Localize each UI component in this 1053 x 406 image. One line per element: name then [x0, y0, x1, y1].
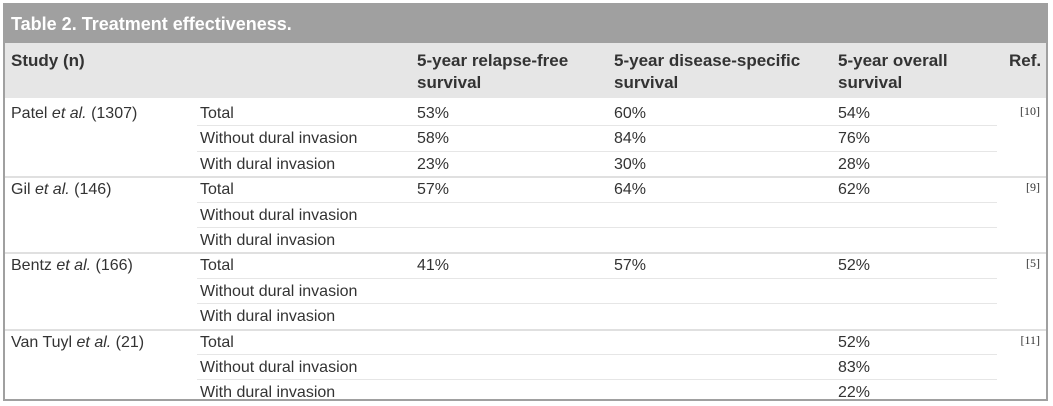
cell-group: Without dural invasion	[200, 282, 358, 300]
study-n: (21)	[115, 333, 145, 351]
study-author: Gil	[11, 181, 31, 199]
header-ref: Ref.	[1009, 51, 1042, 70]
cell-os: 52%	[838, 333, 871, 351]
study-n: (1307)	[91, 105, 138, 122]
cell-os: 54%	[838, 105, 871, 122]
cell-group: With dural invasion	[200, 155, 336, 173]
study-author: Van Tuyl	[11, 333, 73, 351]
study-name: Patel et al. (1307)	[11, 104, 137, 124]
table-title: Table 2. Treatment effectiveness.	[5, 5, 1046, 43]
header-rfs-line1: 5-year relapse-free	[417, 51, 569, 70]
cell-rfs: 53%	[417, 105, 450, 122]
header-dss-line2: survival	[614, 73, 679, 92]
cell-os: 76%	[838, 130, 871, 148]
study-ref: [10]	[1020, 104, 1040, 118]
cell-dss: 60%	[614, 105, 647, 122]
header-os-line1: 5-year overall	[838, 51, 948, 70]
cell-group: Total	[200, 181, 234, 199]
cell-rfs: 58%	[417, 130, 450, 148]
row-divider	[197, 277, 997, 279]
study-divider	[5, 176, 1046, 179]
study-etal: et al.	[35, 181, 70, 199]
study-author: Patel	[11, 105, 48, 122]
cell-group: Without dural invasion	[200, 206, 358, 224]
study-name: Van Tuyl et al. (21)	[11, 333, 144, 353]
study-author: Bentz	[11, 257, 52, 275]
study-divider	[5, 328, 1046, 331]
study-ref: [11]	[1020, 332, 1040, 347]
study-n: (166)	[95, 257, 133, 275]
table-header-row: Study (n) 5-year relapse-free survival 5…	[5, 43, 1046, 100]
header-overall-survival: 5-year overall survival	[838, 50, 948, 94]
study-ref: [5]	[1026, 256, 1040, 271]
cell-group: Without dural invasion	[200, 130, 358, 148]
cell-dss: 84%	[614, 130, 647, 148]
cell-dss: 30%	[614, 155, 647, 173]
header-dss-line1: 5-year disease-specific	[614, 51, 801, 70]
row-divider	[197, 379, 997, 381]
header-rfs-line2: survival	[417, 73, 482, 92]
study-name: Bentz et al. (166)	[11, 256, 133, 276]
cell-group: With dural invasion	[200, 232, 336, 249]
cell-os: 28%	[838, 155, 871, 173]
study-etal: et al.	[51, 105, 87, 122]
study-n: (146)	[74, 181, 112, 199]
cell-group: With dural invasion	[200, 308, 336, 326]
row-divider	[197, 150, 997, 152]
row-divider	[197, 201, 997, 203]
study-etal: et al.	[56, 257, 92, 275]
cell-group: Total	[200, 105, 234, 122]
header-disease-specific-survival: 5-year disease-specific survival	[614, 50, 800, 94]
row-divider	[197, 125, 997, 127]
row-divider	[197, 354, 997, 355]
header-relapse-free-survival: 5-year relapse-free survival	[417, 50, 568, 94]
cell-group: Without dural invasion	[200, 359, 358, 376]
row-divider	[197, 303, 997, 305]
cell-dss: 64%	[614, 181, 647, 199]
cell-os: 52%	[838, 257, 871, 275]
cell-group: Total	[200, 257, 234, 275]
row-divider	[197, 227, 997, 228]
study-ref: [9]	[1026, 180, 1040, 195]
header-os-line2: survival	[838, 73, 903, 92]
cell-rfs: 57%	[417, 181, 450, 199]
study-divider	[5, 252, 1046, 255]
cell-rfs: 41%	[417, 257, 450, 275]
cell-group: With dural invasion	[200, 384, 336, 402]
cell-rfs: 23%	[417, 155, 450, 173]
study-etal: et al.	[76, 333, 112, 351]
cell-dss: 57%	[614, 257, 647, 275]
header-study: Study (n)	[11, 51, 85, 70]
cell-os: 83%	[838, 359, 871, 376]
cell-group: Total	[200, 333, 234, 351]
study-name: Gil et al. (146)	[11, 180, 112, 200]
treatment-effectiveness-table: Table 2. Treatment effectiveness. Study …	[3, 3, 1048, 401]
cell-os: 62%	[838, 181, 871, 199]
cell-os: 22%	[838, 384, 871, 402]
